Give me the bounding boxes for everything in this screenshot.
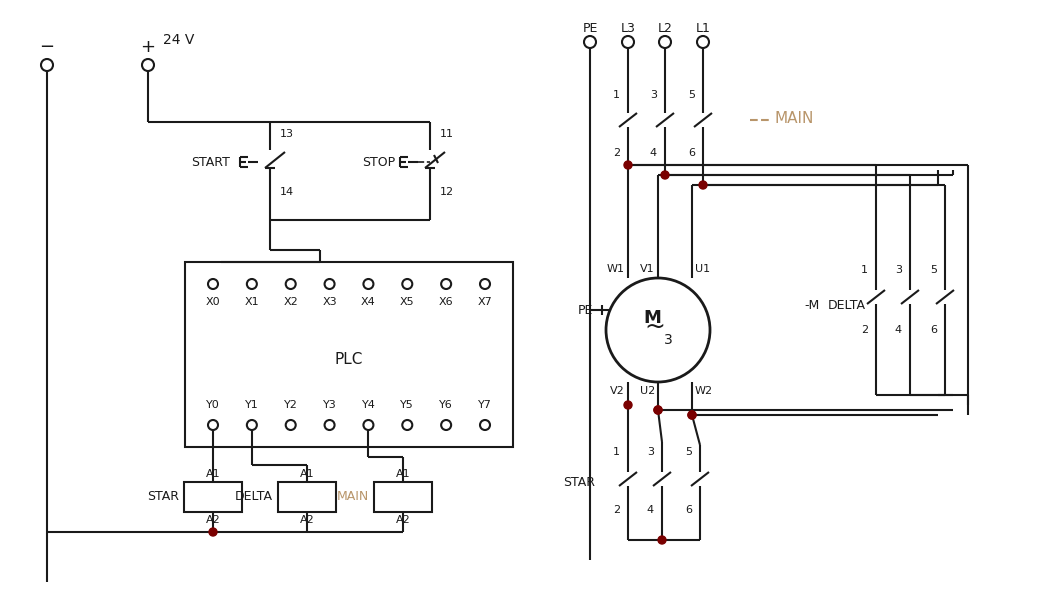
Text: MAIN: MAIN: [775, 110, 814, 126]
Text: X4: X4: [361, 297, 376, 307]
Text: Y5: Y5: [401, 400, 414, 410]
Text: X0: X0: [206, 297, 220, 307]
Text: ~: ~: [645, 315, 666, 339]
Text: A1: A1: [206, 469, 220, 479]
Circle shape: [624, 161, 632, 169]
Text: 2: 2: [613, 148, 620, 158]
Bar: [374, 482, 432, 512]
Text: L3: L3: [620, 21, 635, 34]
Text: 3: 3: [650, 90, 657, 100]
Text: 6: 6: [688, 148, 696, 158]
Text: 2: 2: [613, 505, 620, 515]
Text: 14: 14: [280, 187, 294, 197]
Text: Y7: Y7: [478, 400, 492, 410]
Text: DELTA: DELTA: [828, 299, 866, 311]
Circle shape: [209, 528, 217, 536]
Text: W1: W1: [607, 264, 625, 274]
Text: X5: X5: [400, 297, 414, 307]
Text: U2: U2: [639, 386, 655, 396]
Text: X3: X3: [322, 297, 337, 307]
Text: STAR: STAR: [147, 490, 179, 503]
Text: -M: -M: [804, 299, 820, 311]
Text: 6: 6: [685, 505, 692, 515]
Circle shape: [661, 171, 669, 179]
Circle shape: [659, 536, 666, 544]
Text: START: START: [191, 156, 230, 169]
Text: Y4: Y4: [361, 400, 375, 410]
Bar: [185, 262, 513, 447]
Text: 5: 5: [685, 447, 692, 457]
Text: 3: 3: [664, 333, 672, 347]
Text: 4: 4: [650, 148, 657, 158]
Text: L1: L1: [696, 21, 710, 34]
Text: X1: X1: [244, 297, 259, 307]
Text: −: −: [39, 38, 55, 56]
Text: X2: X2: [283, 297, 298, 307]
Circle shape: [699, 181, 707, 189]
Text: DELTA: DELTA: [235, 490, 273, 503]
Text: 5: 5: [688, 90, 696, 100]
Text: Y2: Y2: [283, 400, 298, 410]
Circle shape: [688, 411, 696, 419]
Text: M: M: [643, 309, 661, 327]
Circle shape: [654, 406, 662, 414]
Text: PE: PE: [582, 21, 597, 34]
Text: 11: 11: [440, 129, 455, 139]
Bar: [184, 482, 242, 512]
Text: X7: X7: [478, 297, 493, 307]
Text: PE: PE: [577, 303, 593, 316]
Text: A2: A2: [299, 515, 314, 525]
Text: A2: A2: [396, 515, 411, 525]
Bar: [278, 482, 336, 512]
Text: Y1: Y1: [245, 400, 259, 410]
Text: 1: 1: [613, 90, 620, 100]
Text: STAR: STAR: [563, 476, 595, 489]
Text: V2: V2: [610, 386, 625, 396]
Text: 4: 4: [647, 505, 654, 515]
Text: A2: A2: [206, 515, 220, 525]
Text: STOP: STOP: [361, 156, 395, 169]
Text: Y3: Y3: [322, 400, 336, 410]
Circle shape: [654, 406, 662, 414]
Text: 4: 4: [895, 325, 902, 335]
Text: A1: A1: [299, 469, 314, 479]
Text: U1: U1: [696, 264, 710, 274]
Text: 24 V: 24 V: [163, 33, 194, 47]
Text: W2: W2: [696, 386, 713, 396]
Text: 2: 2: [860, 325, 868, 335]
Text: 6: 6: [930, 325, 937, 335]
Text: MAIN: MAIN: [337, 490, 370, 503]
Text: 3: 3: [647, 447, 654, 457]
Text: A1: A1: [396, 469, 411, 479]
Text: +: +: [141, 38, 155, 56]
Text: 13: 13: [280, 129, 294, 139]
Text: 1: 1: [613, 447, 620, 457]
Text: Y6: Y6: [440, 400, 453, 410]
Circle shape: [606, 278, 710, 382]
Text: X6: X6: [439, 297, 453, 307]
Circle shape: [688, 411, 696, 419]
Text: PLC: PLC: [335, 351, 364, 367]
Circle shape: [624, 401, 632, 409]
Text: Y0: Y0: [206, 400, 220, 410]
Text: 3: 3: [895, 265, 902, 275]
Text: 5: 5: [930, 265, 937, 275]
Text: 1: 1: [861, 265, 868, 275]
Text: L2: L2: [657, 21, 672, 34]
Text: 12: 12: [440, 187, 455, 197]
Text: V1: V1: [641, 264, 655, 274]
